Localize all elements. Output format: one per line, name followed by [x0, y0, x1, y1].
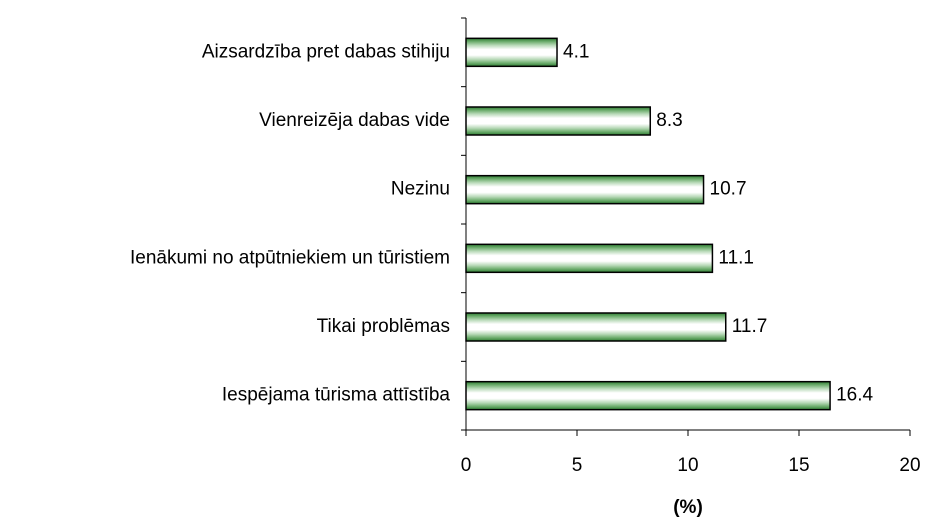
- bar: [465, 243, 714, 274]
- bar: [465, 312, 727, 342]
- value-label: 16.4: [836, 385, 873, 406]
- x-axis-label: (%): [673, 497, 703, 518]
- y-tick-label: Nezinu: [391, 179, 450, 200]
- value-label: 8.3: [656, 110, 682, 131]
- bar: [465, 106, 652, 136]
- bar: [465, 37, 558, 68]
- value-label: 4.1: [563, 41, 589, 62]
- bar: [465, 174, 705, 205]
- value-label: 11.1: [718, 247, 754, 268]
- x-tick-label: 0: [461, 455, 472, 476]
- bar: [465, 380, 831, 411]
- x-tick-label: 20: [899, 455, 920, 476]
- y-tick-label: Aizsardzība pret dabas stihiju: [202, 41, 450, 62]
- value-label: 10.7: [710, 179, 747, 200]
- x-tick-label: 5: [572, 455, 583, 476]
- value-label: 11.7: [732, 316, 768, 337]
- y-tick-label: Tikai problēmas: [317, 316, 450, 337]
- y-tick-label: Vienreizēja dabas vide: [259, 110, 450, 131]
- y-tick-label: Iespējama tūrisma attīstība: [222, 385, 451, 406]
- x-tick-label: 10: [677, 455, 698, 476]
- x-tick-label: 15: [788, 455, 809, 476]
- y-tick-label: Ienākumi no atpūtniekiem un tūristiem: [130, 247, 450, 268]
